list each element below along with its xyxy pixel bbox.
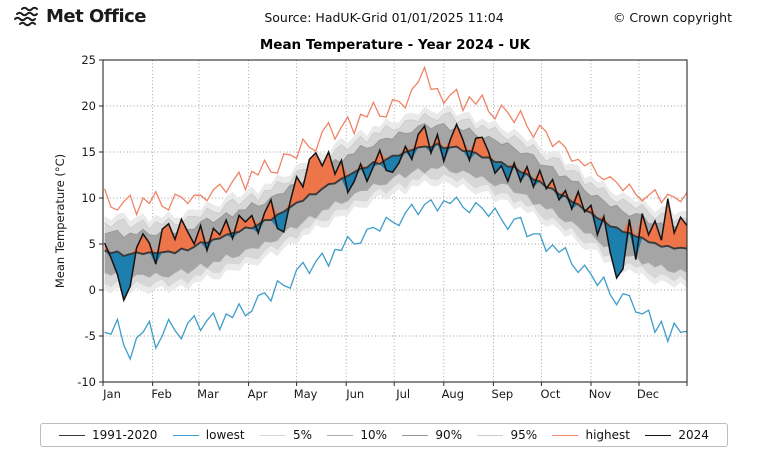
y-tick-label: 10 [81, 191, 96, 205]
legend-label: 10% [360, 428, 388, 442]
y-tick-label: 5 [89, 237, 96, 251]
x-tick-label: Sep [492, 387, 514, 401]
band-10-90 [104, 123, 688, 279]
x-tick-label: Oct [540, 387, 560, 401]
legend-swatch [552, 434, 579, 436]
legend-item-95-: 95% [477, 428, 537, 442]
highest-line [103, 65, 688, 217]
percentile-line-95pct [104, 111, 687, 231]
legend-label: 95% [510, 428, 538, 442]
x-tick-label: Jan [102, 387, 121, 401]
chart-title: Mean Temperature - Year 2024 - UK [259, 37, 531, 53]
legend-swatch [172, 434, 199, 436]
y-tick-label: 20 [81, 99, 96, 113]
x-tick-label: Nov [589, 387, 612, 401]
legend-label: 2024 [678, 428, 709, 442]
legend-item-1991-2020: 1991-2020 [59, 428, 157, 442]
legend-label: lowest [205, 428, 245, 442]
legend-swatch [59, 434, 85, 436]
legend-label: 1991-2020 [92, 428, 158, 442]
legend-swatch [327, 434, 354, 436]
legend-item-90-: 90% [402, 428, 462, 442]
met-office-logo: Met Office [12, 5, 147, 27]
percentile-line-5pct [104, 172, 688, 288]
y-tick-label: 15 [81, 145, 96, 159]
source-text: Source: HadUK-Grid 01/01/2025 11:04 [264, 10, 504, 25]
x-tick-label: Jun [345, 387, 364, 401]
legend-swatch [402, 434, 429, 436]
x-tick-label: Jul [395, 387, 410, 401]
legend-label: highest [585, 428, 630, 442]
met-office-logo-text: Met Office [46, 5, 147, 27]
legend-swatch [477, 434, 504, 436]
x-tick-label: May [294, 387, 318, 401]
x-tick-label: Aug [442, 387, 464, 401]
legend-item-lowest: lowest [172, 428, 245, 442]
line-2024 [103, 122, 688, 303]
met-office-waves-icon [14, 6, 38, 27]
percentile-line-90pct [104, 122, 688, 239]
x-tick-label: Apr [248, 387, 268, 401]
lowest-line [104, 196, 688, 361]
legend-swatch [259, 434, 286, 436]
plot-border [102, 59, 688, 383]
legend-item-highest: highest [552, 428, 630, 442]
chart-legend: 1991-2020 lowest 5% 10% 90% 95% highest 2024 [40, 423, 728, 447]
x-tick-label: Dec [637, 387, 659, 401]
legend-item-10-: 10% [327, 428, 387, 442]
y-tick-label: 0 [89, 283, 96, 297]
y-tick-label: -5 [85, 329, 96, 343]
copyright-text: © Crown copyright [612, 10, 732, 25]
x-tick-label: Mar [197, 387, 219, 401]
y-axis-label: Mean Temperature (°C) [53, 154, 67, 288]
x-tick-label: Feb [151, 387, 171, 401]
mean-1991-2020-line [104, 142, 688, 258]
y-tick-label: -10 [77, 375, 96, 389]
fill-2024-above-mean [104, 124, 688, 257]
legend-label: 90% [435, 428, 463, 442]
percentile-line-10pct [104, 164, 688, 280]
legend-item-5-: 5% [259, 428, 313, 442]
legend-item-2024: 2024 [645, 428, 709, 442]
legend-swatch [645, 434, 672, 436]
y-tick-label: 25 [81, 53, 96, 67]
legend-label: 5% [292, 428, 313, 442]
